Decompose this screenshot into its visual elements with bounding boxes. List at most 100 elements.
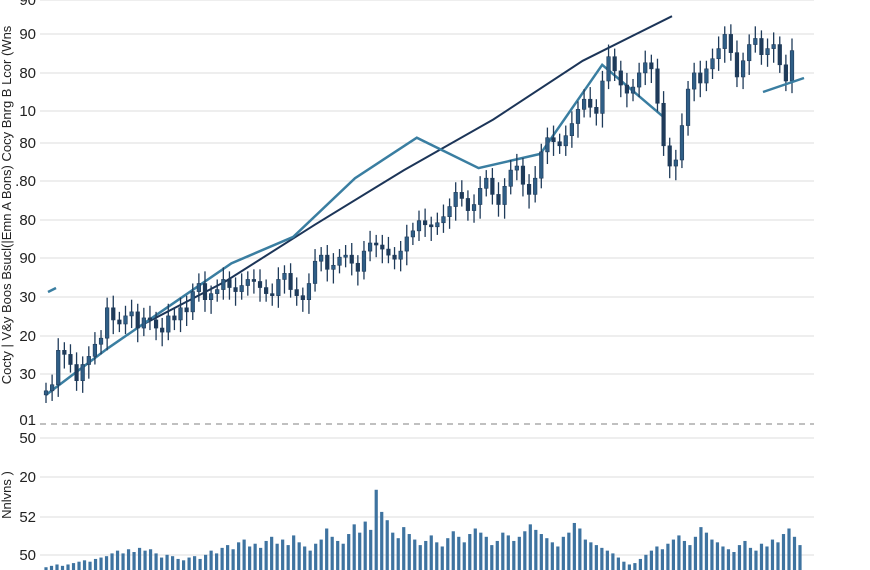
candle-body (484, 177, 489, 189)
candle-body (551, 137, 556, 143)
volume-bar (589, 542, 593, 570)
volume-tick-label: 50 (19, 547, 36, 564)
volume-bar (93, 558, 98, 570)
candle-body (68, 354, 73, 365)
volume-bar (242, 539, 246, 570)
candle-body (734, 52, 740, 78)
candle-body (630, 86, 636, 94)
candle-body (624, 84, 630, 94)
candle-body (380, 244, 385, 250)
volume-bar (600, 547, 604, 570)
candle-body (533, 177, 538, 195)
volume-bar (688, 545, 692, 570)
volume-bar (704, 532, 709, 570)
price-tick-label: 30 (19, 366, 36, 383)
upper-band-line (135, 15, 673, 329)
volume-bar (363, 521, 367, 570)
candle-body (594, 107, 599, 114)
volume-bar (429, 535, 433, 570)
volume-bar (170, 556, 175, 570)
price-tick-label: 90 (19, 0, 36, 9)
candle-body (43, 390, 49, 396)
candle-body (270, 293, 275, 296)
candle-body (153, 319, 159, 329)
volume-bar (787, 528, 791, 570)
candle-body (251, 279, 257, 282)
volume-bar (490, 545, 494, 570)
candle-body (447, 206, 452, 217)
price-tick-label: 80 (19, 65, 36, 82)
candle-body (300, 295, 305, 300)
volume-bar (148, 549, 153, 570)
candle-body (294, 289, 299, 296)
volume-bar (154, 553, 158, 570)
candle-body (172, 315, 177, 321)
candle-body (184, 307, 189, 313)
volume-tick-label: 20 (19, 469, 36, 486)
volume-bar (115, 550, 120, 570)
price-tick-label: 90 (19, 250, 36, 267)
volume-bar (248, 546, 252, 570)
volume-bar (215, 553, 219, 570)
volume-bar (484, 536, 488, 570)
volume-bar (435, 542, 439, 570)
price-tick-label: .80 (15, 173, 36, 190)
candle-body (435, 222, 440, 228)
candle-body (661, 102, 666, 147)
volume-bar (325, 528, 329, 570)
price-tick-label: 20 (19, 328, 36, 345)
volume-bar (319, 539, 323, 570)
volume-bar (539, 534, 543, 570)
gridlines (40, 0, 814, 556)
volume-bar (341, 543, 345, 570)
volume-bar (143, 550, 147, 570)
candle-body (166, 315, 171, 333)
volume-panel (44, 489, 802, 570)
candle-body (331, 264, 336, 270)
volume-bar (347, 534, 351, 570)
candle-body (80, 364, 85, 382)
volume-bar (534, 529, 538, 570)
candle-body (765, 48, 770, 55)
candle-body (496, 194, 501, 205)
volume-bar (567, 532, 571, 570)
volume-bar (385, 520, 389, 570)
volume-bar (71, 563, 76, 570)
volume-bar (292, 535, 296, 570)
candle-body (160, 327, 165, 333)
volume-bar (655, 546, 659, 570)
volume-bar (743, 540, 747, 570)
price-tick-label: 80 (19, 135, 36, 152)
volume-bar (159, 557, 164, 570)
price-y-axis: 90 90 80 10 80 .80 80 90 30 20 30 01 (15, 0, 36, 429)
volume-bar (413, 539, 417, 570)
volume-bar (468, 534, 472, 570)
candle-body (264, 287, 269, 294)
candle-body (202, 283, 208, 301)
volume-bar (204, 554, 208, 570)
candle-body (325, 254, 330, 270)
volume-bar (77, 561, 81, 570)
volume-bar (556, 546, 560, 570)
volume-bar (275, 543, 279, 570)
volume-bar (633, 563, 637, 570)
candle-body (716, 48, 721, 60)
candle-body (141, 317, 146, 329)
candle-body (606, 56, 611, 82)
volume-bar (137, 547, 142, 570)
volume-bar (270, 536, 274, 570)
candle-body (245, 279, 250, 286)
volume-bar (49, 565, 54, 570)
lower-band-fragment (762, 76, 805, 94)
candle-body (728, 34, 733, 53)
volume-bar (765, 546, 769, 570)
volume-bar (726, 549, 731, 570)
candle-body (643, 62, 648, 74)
volume-bar (352, 524, 356, 570)
volume-bar (649, 550, 654, 570)
candlestick-series (43, 24, 795, 403)
candle-body (98, 337, 104, 345)
candle-body (710, 58, 715, 70)
volume-bar (99, 557, 103, 570)
candle-body (410, 230, 415, 238)
